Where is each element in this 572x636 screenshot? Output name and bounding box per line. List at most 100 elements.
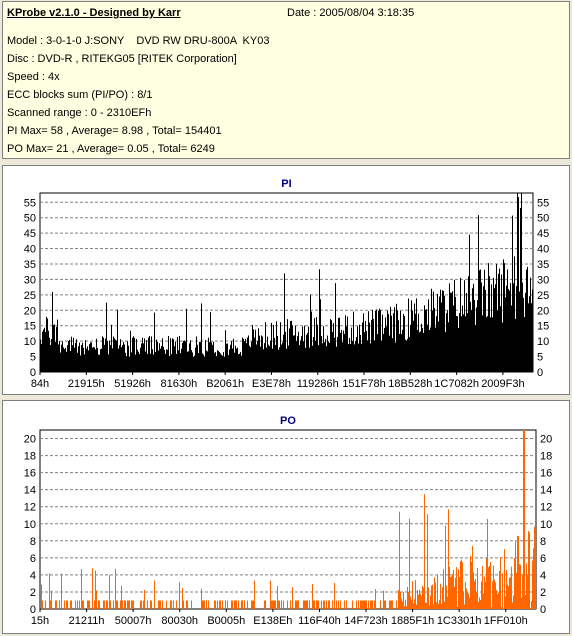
bar <box>61 344 62 372</box>
bar <box>220 600 221 609</box>
bar <box>466 292 467 372</box>
bar <box>531 601 532 609</box>
bar <box>228 355 229 372</box>
bar <box>67 600 68 609</box>
bar <box>476 591 477 609</box>
bar <box>386 326 387 372</box>
bar <box>105 338 106 372</box>
y-tick-label-right: 4 <box>540 570 546 582</box>
bar <box>329 600 330 609</box>
bar <box>246 343 247 372</box>
bar <box>115 339 116 372</box>
bar <box>45 600 46 609</box>
bar <box>104 600 105 609</box>
bar <box>75 600 76 609</box>
bar <box>162 600 163 609</box>
bar <box>326 600 327 609</box>
bar <box>423 587 424 609</box>
bar <box>369 322 370 372</box>
x-tick-label: 14F723h <box>344 615 387 627</box>
bar <box>516 572 517 609</box>
y-tick-label-right: 14 <box>540 485 552 497</box>
bar <box>296 341 297 372</box>
bar <box>258 328 259 372</box>
bar <box>272 348 273 372</box>
bar <box>503 259 504 372</box>
bar <box>365 600 366 609</box>
bar <box>196 336 197 372</box>
bar <box>384 600 385 609</box>
bar <box>480 600 481 609</box>
bar <box>279 347 280 372</box>
bar <box>404 606 405 609</box>
bar <box>383 590 384 609</box>
bar <box>110 345 111 372</box>
bar <box>154 580 155 609</box>
y-tick-label: 14 <box>24 485 36 497</box>
bar <box>430 595 431 609</box>
bar <box>312 583 313 609</box>
bar <box>205 340 206 372</box>
bar <box>517 535 518 609</box>
bar <box>412 581 413 609</box>
bar <box>401 598 402 609</box>
bar <box>302 326 303 372</box>
bar <box>511 305 512 372</box>
bar <box>139 354 140 372</box>
y-tick-label: 10 <box>24 519 36 531</box>
bar <box>511 566 512 609</box>
bar <box>291 320 292 372</box>
bar <box>45 331 46 372</box>
bar <box>268 344 269 372</box>
bar <box>143 343 144 372</box>
bar <box>254 337 255 372</box>
bar <box>253 600 254 609</box>
bar <box>470 555 471 609</box>
bar <box>248 335 249 372</box>
bar <box>477 300 478 372</box>
bar <box>56 326 57 372</box>
range-line: Scanned range : 0 - 2310EFh <box>7 107 152 119</box>
bar <box>318 345 319 372</box>
bar <box>175 341 176 372</box>
bar <box>65 347 66 372</box>
y-tick-label: 50 <box>24 213 36 225</box>
bar <box>366 331 367 372</box>
bar <box>171 354 172 372</box>
bar <box>89 600 90 609</box>
bar <box>324 342 325 372</box>
bar <box>514 256 515 372</box>
bar <box>355 341 356 372</box>
bar <box>200 342 201 372</box>
bar <box>377 334 378 372</box>
y-tick-label-right: 45 <box>537 228 549 240</box>
bar <box>447 596 448 609</box>
chart-title: PO <box>280 415 296 427</box>
bar <box>466 588 467 609</box>
bar <box>128 345 129 372</box>
bar <box>510 577 511 609</box>
bar <box>416 604 417 609</box>
bar <box>284 273 285 372</box>
bar <box>385 317 386 372</box>
bar <box>62 341 63 372</box>
bar <box>177 336 178 372</box>
bar <box>439 600 440 609</box>
bar <box>162 338 163 372</box>
bar <box>102 336 103 372</box>
bar <box>143 600 144 609</box>
bar <box>526 269 527 372</box>
bar <box>323 326 324 372</box>
bar <box>42 331 43 372</box>
bar <box>237 347 238 372</box>
ecc-line: ECC blocks sum (PI/PO) : 8/1 <box>7 89 153 101</box>
bar <box>445 332 446 372</box>
bar <box>245 338 246 372</box>
bar <box>331 320 332 372</box>
bar <box>70 600 71 609</box>
bar <box>492 581 493 609</box>
bar <box>357 326 358 372</box>
bar <box>269 346 270 372</box>
bar <box>310 294 311 372</box>
bar <box>318 600 319 609</box>
